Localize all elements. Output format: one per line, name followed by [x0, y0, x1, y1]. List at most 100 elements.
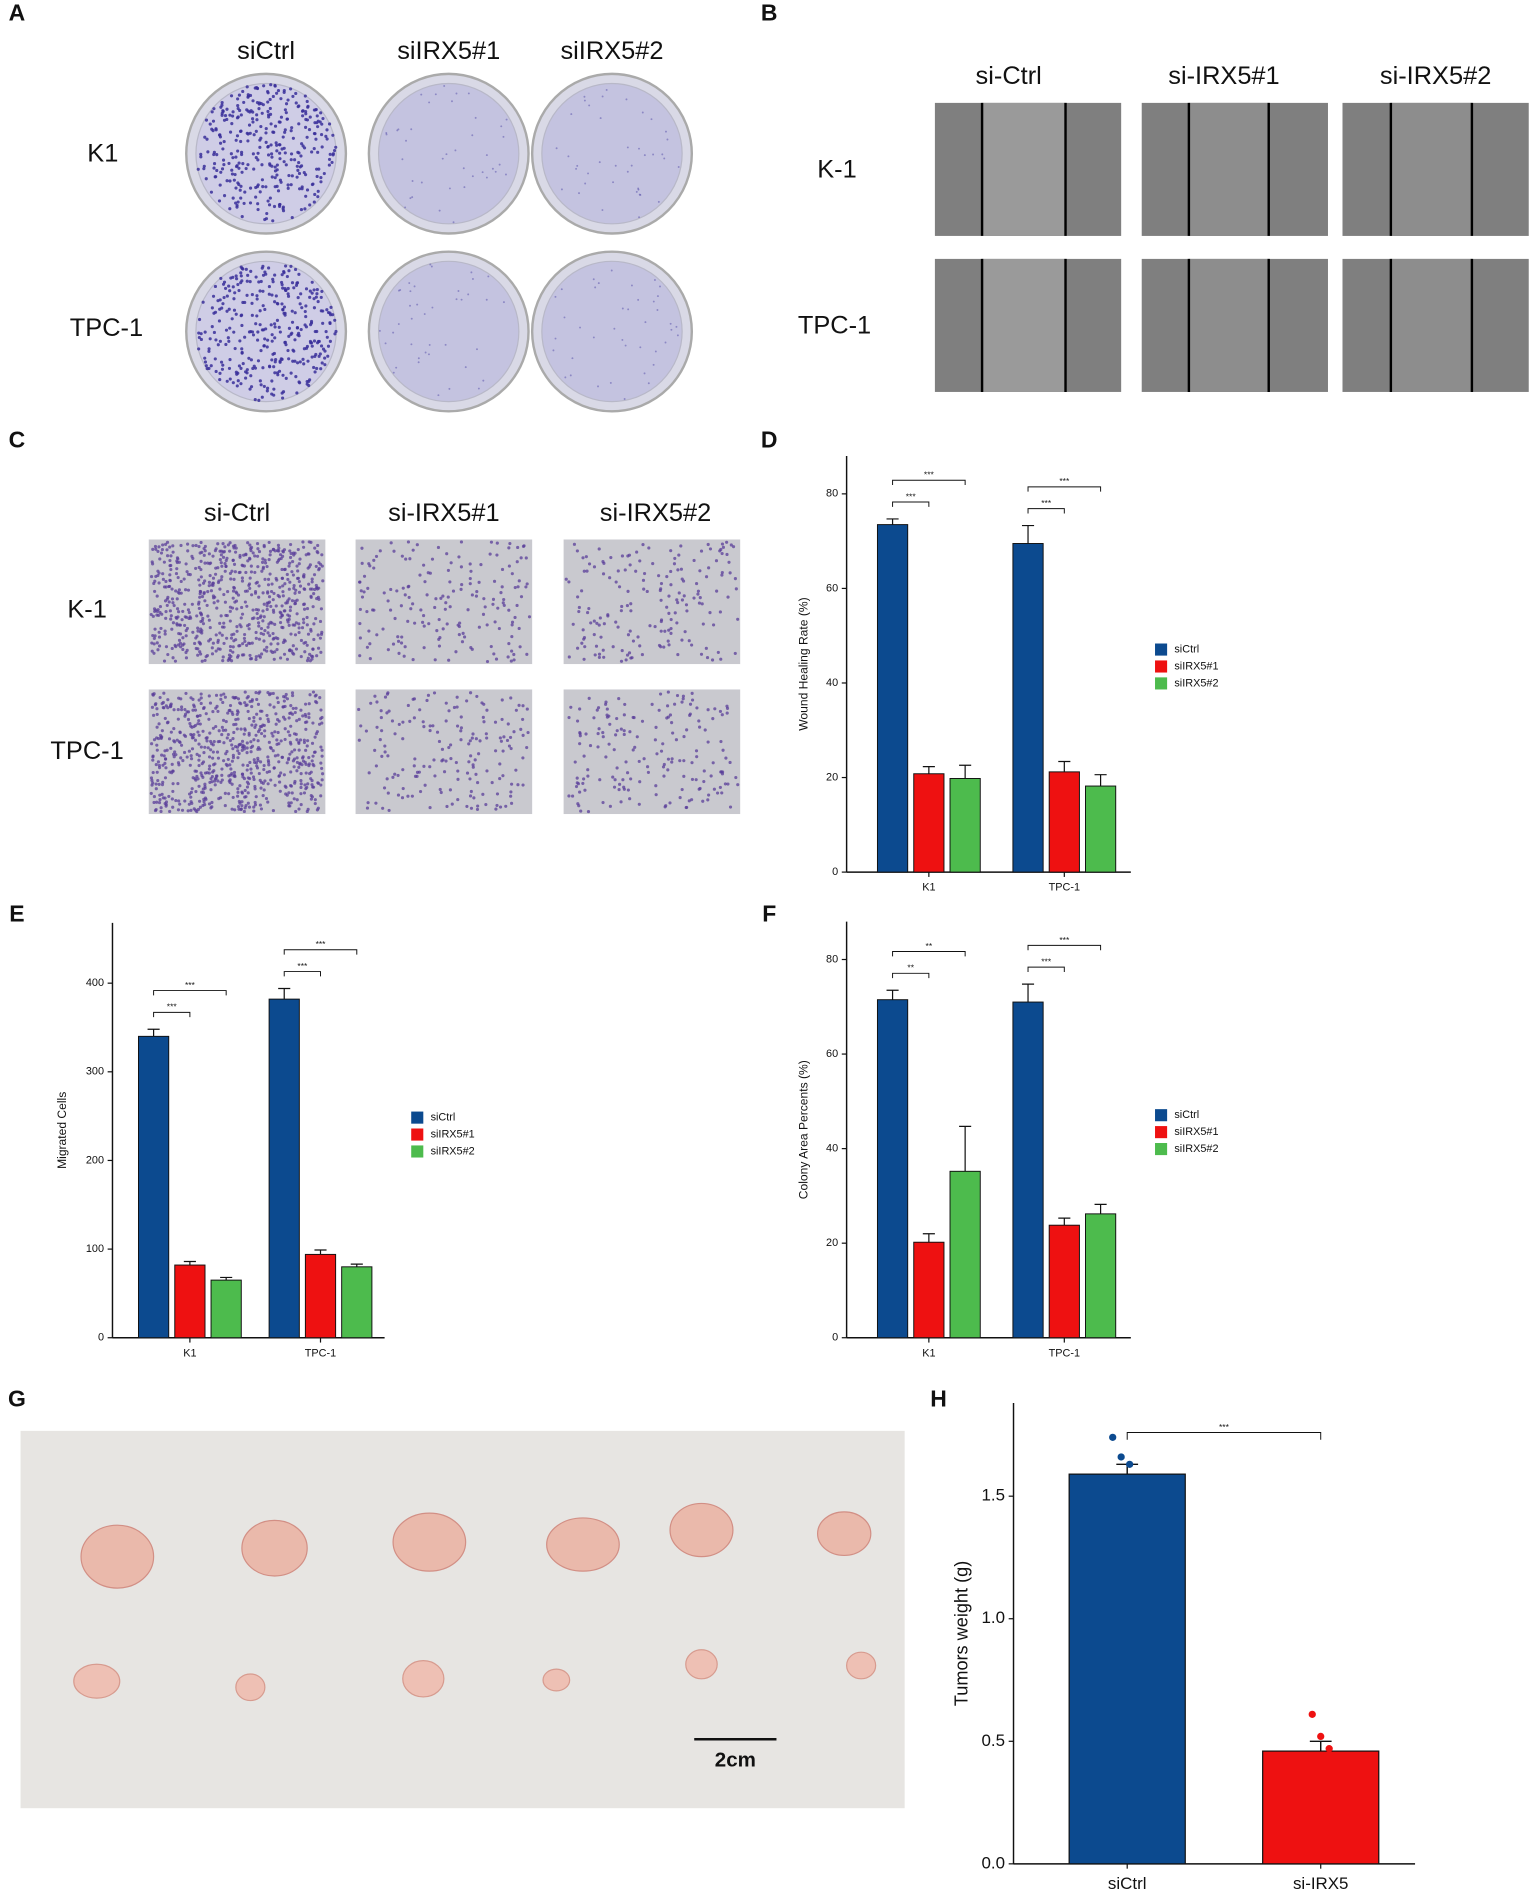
cell: [314, 616, 318, 621]
colony: [234, 164, 239, 169]
cell: [305, 785, 309, 789]
colony: [409, 304, 411, 307]
colony: [230, 168, 234, 172]
cell: [638, 780, 642, 784]
cell: [489, 644, 493, 649]
cell: [435, 730, 440, 734]
cell: [187, 749, 191, 753]
cell: [611, 775, 615, 779]
legend-swatch: [411, 1128, 424, 1141]
cell: [258, 709, 263, 713]
colony: [270, 293, 274, 297]
colony: [238, 188, 242, 192]
cell: [184, 634, 188, 638]
cell: [297, 765, 301, 769]
cell: [669, 569, 673, 574]
cell: [303, 783, 307, 787]
colony: [286, 292, 290, 296]
cell: [577, 804, 581, 808]
cell: [256, 547, 260, 551]
cell: [512, 730, 516, 734]
cell: [401, 786, 405, 791]
colony: [302, 362, 306, 366]
panel-letter: H: [930, 1386, 947, 1412]
colony: [334, 145, 338, 149]
colony: [246, 273, 250, 277]
colony: [280, 302, 284, 306]
colony: [231, 275, 235, 279]
cell: [202, 705, 206, 710]
cell: [720, 570, 724, 575]
cell: [358, 636, 362, 640]
cell: [724, 756, 728, 760]
cell: [254, 690, 258, 695]
colony: [228, 289, 232, 293]
cell: [315, 808, 319, 812]
colony: [290, 216, 294, 220]
colony: [675, 325, 678, 328]
cell: [255, 712, 259, 716]
cell: [279, 739, 283, 743]
cell: [198, 722, 202, 726]
cell: [501, 749, 505, 753]
cell: [313, 587, 317, 592]
cell: [262, 648, 267, 652]
colony: [273, 169, 278, 173]
colony: [663, 157, 666, 160]
cell: [177, 638, 182, 642]
cell: [186, 608, 190, 612]
colony: [664, 341, 667, 344]
cell: [459, 540, 464, 544]
colony: [281, 390, 286, 394]
cell: [495, 803, 499, 807]
cell: [312, 764, 316, 768]
x-tick-label: K1: [922, 1347, 935, 1359]
colony: [234, 312, 238, 316]
cell: [169, 563, 173, 568]
cell: [681, 697, 685, 701]
cell: [156, 613, 161, 617]
colony: [315, 341, 320, 345]
tumor: [241, 1519, 308, 1577]
data-point: [1117, 1453, 1125, 1461]
colony: [328, 339, 332, 343]
cell: [312, 622, 316, 626]
cell: [189, 754, 193, 758]
cell: [628, 797, 632, 801]
colony: [505, 118, 508, 121]
cell: [282, 699, 286, 703]
cell: [385, 777, 389, 781]
cell: [294, 706, 298, 710]
cell: [165, 597, 169, 601]
cell: [180, 708, 184, 712]
row-label: TPC-1: [70, 314, 143, 342]
cell: [711, 761, 715, 765]
colony: [460, 298, 463, 301]
colony: [319, 176, 323, 180]
cell: [183, 615, 187, 619]
cell: [218, 647, 222, 651]
cell: [581, 781, 585, 785]
colony: [247, 330, 252, 334]
cell: [253, 803, 258, 807]
cell: [151, 633, 155, 638]
cell: [631, 639, 636, 643]
cell: [219, 780, 223, 784]
cell: [313, 798, 317, 802]
colony: [218, 141, 223, 145]
cell: [259, 807, 264, 811]
colony: [455, 92, 458, 95]
colony: [277, 143, 282, 147]
cell: [149, 575, 154, 579]
cell: [670, 760, 674, 764]
cell: [521, 717, 525, 721]
colony: [233, 172, 237, 177]
colony: [281, 373, 285, 377]
cell: [321, 579, 325, 583]
cell: [587, 606, 591, 611]
cell: [622, 787, 626, 791]
colony: [635, 190, 638, 193]
colony: [241, 300, 245, 305]
cell: [288, 740, 292, 744]
cell: [506, 655, 510, 659]
